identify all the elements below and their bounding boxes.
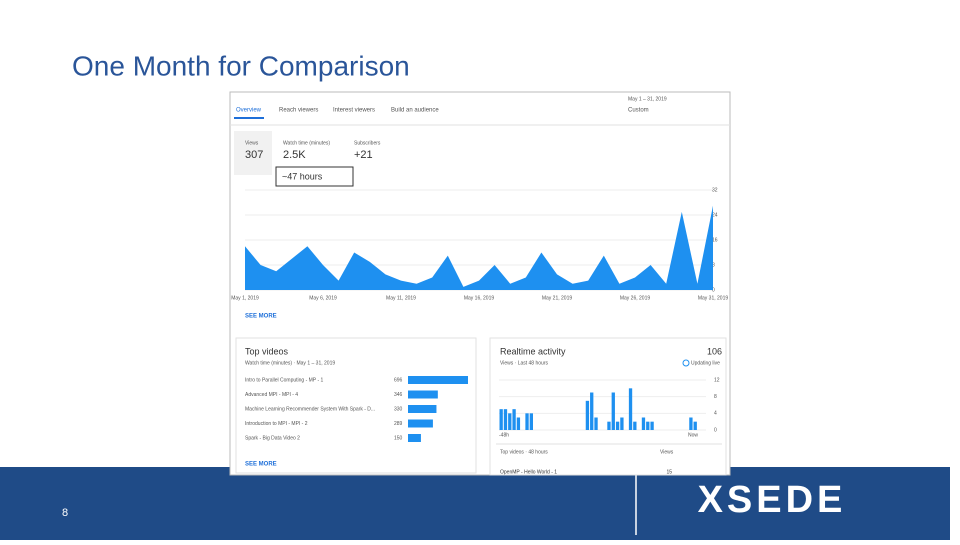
bar <box>503 409 508 430</box>
row-label: Intro to Parallel Computing - MP - 1 <box>245 377 323 383</box>
tab[interactable]: Reach viewers <box>279 108 318 114</box>
x-tick-label: May 1, 2019 <box>231 295 259 301</box>
y-tick-label: 24 <box>712 212 718 218</box>
x-tick-label: -48h <box>499 432 509 438</box>
bar <box>499 409 503 430</box>
date-mode[interactable]: Custom <box>628 108 649 114</box>
x-tick-label: May 6, 2019 <box>309 295 337 301</box>
row-label: Advanced MPI - MPI - 4 <box>245 392 298 398</box>
x-tick-label: May 16, 2019 <box>464 295 495 301</box>
bar <box>408 419 433 428</box>
y-tick-label: 8 <box>714 394 717 400</box>
tab[interactable]: Interest viewers <box>333 108 375 114</box>
table-row-value: 15 <box>666 469 672 475</box>
date-range: May 1 – 31, 2019 <box>628 96 667 102</box>
bar <box>516 417 521 430</box>
bar <box>607 421 611 430</box>
bar <box>620 417 624 430</box>
card <box>489 337 727 476</box>
metric-value: 307 <box>245 149 263 161</box>
annotation-box <box>275 166 354 187</box>
row-value: 289 <box>394 421 403 427</box>
card-subtitle: Watch time (minutes) · May 1 – 31, 2019 <box>245 360 335 366</box>
row-value: 330 <box>394 406 403 412</box>
y-tick-label: 8 <box>712 262 715 268</box>
annotation: ~47 hours <box>282 171 323 181</box>
bar <box>646 421 650 430</box>
metric-label: Watch time (minutes) <box>283 140 330 146</box>
bar <box>590 392 594 430</box>
area <box>245 205 713 290</box>
bar <box>611 392 615 430</box>
row-value: 346 <box>394 392 403 398</box>
y-tick-label: 12 <box>714 377 720 383</box>
realtime-total: 106 <box>707 346 722 356</box>
row-value: 150 <box>394 435 403 441</box>
metric-label: Subscribers <box>354 140 381 146</box>
x-tick-label: May 11, 2019 <box>386 295 416 301</box>
row-label: Machine Learning Recommender System With… <box>245 406 375 412</box>
bar <box>615 421 620 430</box>
table-column: Views <box>660 449 674 455</box>
card-title: Realtime activity <box>500 346 566 356</box>
y-tick-label: 16 <box>712 237 718 243</box>
bar <box>594 417 598 430</box>
bar <box>693 421 697 430</box>
x-tick-label: May 21, 2019 <box>542 295 573 301</box>
bar <box>408 390 438 399</box>
y-tick-label: 0 <box>714 427 717 433</box>
metric-label: Views <box>245 140 259 146</box>
table-title: Top videos · 48 hours <box>500 449 548 455</box>
bar <box>650 421 654 430</box>
bar <box>408 405 437 413</box>
tab-underline <box>234 117 264 119</box>
bar <box>585 400 590 430</box>
logo: XSEDE <box>698 479 847 521</box>
card-title: Top videos <box>245 346 289 356</box>
x-tick-label: Now <box>688 432 698 438</box>
live-indicator <box>682 359 690 367</box>
bar <box>512 409 516 430</box>
bar <box>641 417 646 430</box>
y-tick-label: 4 <box>714 411 717 417</box>
see-more[interactable]: SEE MORE <box>245 314 277 320</box>
bar <box>525 413 529 430</box>
bar <box>628 388 633 430</box>
x-tick-label: May 26, 2019 <box>620 295 651 301</box>
table-row-name: OpenMP - Hello World - 1 <box>500 469 557 475</box>
slide-title: One Month for Comparison <box>72 50 410 81</box>
bar <box>689 417 693 430</box>
tab[interactable]: Build an audience <box>391 108 439 114</box>
bar <box>529 413 533 430</box>
row-label: Spark - Big Data Video 2 <box>245 435 300 441</box>
footer-band <box>0 467 950 540</box>
row-label: Introduction to MPI - MPI - 2 <box>245 421 308 427</box>
metric-highlight <box>234 131 272 175</box>
page-number: 8 <box>62 507 68 519</box>
card-subtitle: Views · Last 48 hours <box>500 360 548 366</box>
see-more[interactable]: SEE MORE <box>245 462 277 468</box>
y-tick-label: 0 <box>712 287 715 293</box>
bar <box>633 421 637 430</box>
bar <box>408 434 421 442</box>
live-status: Updating live <box>691 360 720 366</box>
bar <box>408 376 468 384</box>
metric-value: 2.5K <box>283 149 306 161</box>
row-value: 696 <box>394 377 403 383</box>
bar <box>508 413 512 430</box>
x-tick-label: May 31, 2019 <box>698 295 729 301</box>
y-tick-label: 32 <box>712 187 718 193</box>
metric-value: +21 <box>354 149 373 161</box>
tab[interactable]: Overview <box>236 108 262 114</box>
